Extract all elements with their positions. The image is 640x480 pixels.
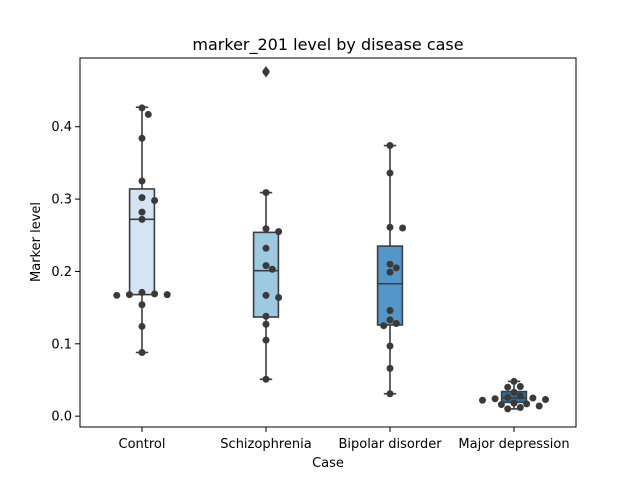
data-point [504,393,512,401]
data-point [510,377,518,385]
x-tick-label: Control [119,437,166,452]
plot-area [79,57,577,428]
data-point [535,402,543,410]
x-axis-label: Case [312,456,344,471]
data-point [151,290,159,298]
data-point [542,396,549,404]
data-point [386,316,394,324]
data-point [386,390,394,398]
data-point [138,288,146,296]
data-point [516,392,524,400]
data-point [504,383,512,391]
chart-title: marker_201 level by disease case [192,35,463,55]
data-point [262,312,270,320]
data-point [516,382,524,390]
data-point [268,265,276,273]
data-point [479,396,486,404]
data-point [392,264,400,272]
box-1 [128,188,156,296]
data-point [497,401,505,409]
data-point [138,104,146,112]
data-point [138,215,146,223]
data-point [262,336,270,344]
points-layer [113,68,549,413]
data-point [386,223,394,231]
data-point [138,348,146,356]
data-point [386,268,394,276]
data-point [504,405,512,413]
data-point [125,291,133,299]
data-point [523,400,531,408]
y-tick-label: 0.1 [51,337,72,352]
data-point [138,208,146,216]
data-point [275,228,283,236]
data-point [510,388,518,396]
data-point [386,142,394,150]
y-tick-label: 0.3 [51,193,72,208]
data-point [151,197,159,205]
data-point [113,291,121,299]
data-point [491,395,499,403]
data-point [262,189,270,197]
boxes-layer [128,65,528,410]
x-tick-label: Schizophrenia [220,437,311,452]
data-point [386,260,394,268]
data-point [138,194,146,202]
data-point [386,342,394,350]
data-point [262,320,270,328]
data-point [138,177,146,185]
data-point [163,291,171,299]
data-point [399,224,407,232]
y-tick-label: 0.4 [51,120,72,135]
data-point [386,364,394,372]
y-tick-label: 0.0 [51,410,72,425]
data-point [516,403,524,411]
y-axis-label: Marker level [29,202,44,282]
data-point [138,134,146,142]
data-point [380,322,388,330]
data-point [144,110,152,118]
data-point [262,291,270,299]
data-point [262,375,270,383]
data-point [510,399,518,407]
data-point [275,293,283,301]
data-point [529,394,537,402]
data-point [138,301,146,309]
data-point [262,225,270,233]
y-tick-label: 0.2 [51,265,72,280]
data-point [262,244,270,252]
x-tick-label: Major depression [458,437,569,452]
data-point [138,322,146,330]
data-point [262,262,270,270]
x-tick-label: Bipolar disorder [338,437,442,452]
data-point [386,169,394,177]
data-point [392,320,400,328]
data-point [386,307,394,315]
data-point [262,68,270,76]
x-axis: Control Schizophrenia Bipolar disorder Majo… [119,427,570,452]
y-axis: 0.0 0.1 0.2 0.3 0.4 [51,120,80,425]
